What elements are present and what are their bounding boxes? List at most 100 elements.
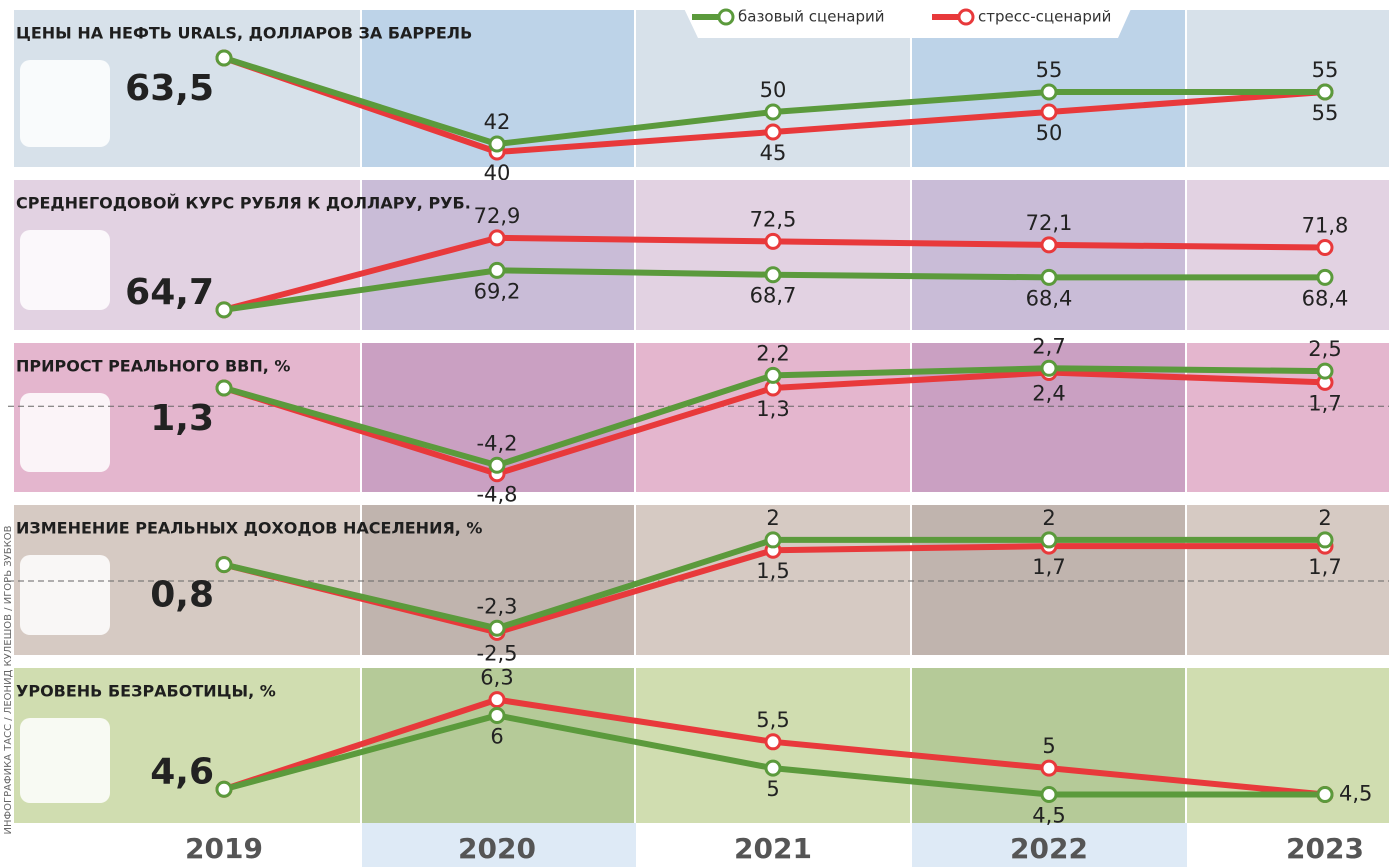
- point: [766, 105, 780, 119]
- value-label: -4,8: [477, 483, 518, 507]
- point: [490, 231, 504, 245]
- value-label: 69,2: [474, 279, 521, 303]
- point: [490, 621, 504, 635]
- panel-title: УРОВЕНЬ БЕЗРАБОТИЦЫ, %: [16, 682, 276, 701]
- value-label: 6: [490, 724, 503, 748]
- value-label: 50: [760, 78, 787, 102]
- point: [766, 533, 780, 547]
- start-label: 0,8: [150, 575, 214, 616]
- point: [766, 368, 780, 382]
- value-label: 1,3: [756, 397, 789, 421]
- point: [490, 708, 504, 722]
- x-tick-label: 2023: [1286, 832, 1364, 865]
- value-label: 68,7: [750, 284, 797, 308]
- value-label: 42: [484, 110, 511, 134]
- point: [766, 761, 780, 775]
- point: [1042, 533, 1056, 547]
- value-label: 71,8: [1302, 214, 1349, 238]
- icon: [20, 718, 110, 803]
- panel-cell: [1187, 180, 1389, 330]
- value-label: 2,4: [1032, 382, 1065, 406]
- point: [1042, 270, 1056, 284]
- x-tick-label: 2019: [185, 832, 263, 865]
- value-label: -2,3: [477, 594, 518, 618]
- value-label: 5: [766, 777, 779, 801]
- value-label: 1,5: [756, 559, 789, 583]
- value-label: 2,2: [756, 341, 789, 365]
- point: [1318, 533, 1332, 547]
- value-label: 1,7: [1308, 391, 1341, 415]
- value-label: 2: [1042, 506, 1055, 530]
- icon: [20, 393, 110, 472]
- panel-title: ПРИРОСТ РЕАЛЬНОГО ВВП, %: [16, 357, 290, 376]
- point: [1042, 85, 1056, 99]
- value-label: 6,3: [480, 666, 513, 690]
- infographic: ИНФОГРАФИКА ТАСС / ЛЕОНИД КУЛЕШОВ / ИГОР…: [0, 0, 1389, 867]
- value-label: 55: [1312, 101, 1339, 125]
- value-label: -4,2: [477, 431, 518, 455]
- panel-title: ИЗМЕНЕНИЕ РЕАЛЬНЫХ ДОХОДОВ НАСЕЛЕНИЯ, %: [16, 519, 482, 538]
- value-label: 5,5: [756, 708, 789, 732]
- panel-cell: [1187, 343, 1389, 492]
- value-label: 50: [1036, 121, 1063, 145]
- start-label: 1,3: [150, 398, 214, 439]
- x-tick-label: 2022: [1010, 832, 1088, 865]
- point: [217, 381, 231, 395]
- icon: [20, 555, 110, 635]
- point: [766, 125, 780, 139]
- value-label: -2,5: [477, 641, 518, 665]
- point: [766, 268, 780, 282]
- panel-cell: [1187, 505, 1389, 655]
- legend-label: базовый сценарий: [738, 8, 885, 26]
- value-label: 1,7: [1032, 555, 1065, 579]
- start-label: 64,7: [125, 272, 214, 313]
- point: [1318, 788, 1332, 802]
- panel-cell: [1187, 10, 1389, 167]
- point: [1318, 241, 1332, 255]
- point: [1318, 364, 1332, 378]
- point: [1042, 105, 1056, 119]
- value-label: 68,4: [1302, 286, 1349, 310]
- point: [1042, 238, 1056, 252]
- point: [217, 51, 231, 65]
- value-label: 2,5: [1308, 337, 1341, 361]
- panel-title: ЦЕНЫ НА НЕФТЬ URALS, ДОЛЛАРОВ ЗА БАРРЕЛЬ: [16, 24, 472, 43]
- legend-marker: [719, 10, 733, 24]
- value-label: 45: [760, 141, 787, 165]
- value-label: 5: [1042, 734, 1055, 758]
- start-label: 4,6: [150, 751, 214, 792]
- point: [217, 558, 231, 572]
- value-label: 4,5: [1032, 804, 1065, 828]
- point: [490, 263, 504, 277]
- point: [1042, 788, 1056, 802]
- point: [766, 234, 780, 248]
- point: [217, 782, 231, 796]
- start-label: 63,5: [125, 68, 214, 109]
- point: [1318, 270, 1332, 284]
- point: [1042, 361, 1056, 375]
- value-label: 4,5: [1339, 782, 1372, 806]
- value-label: 2: [766, 506, 779, 530]
- value-label: 1,7: [1308, 555, 1341, 579]
- icon: [20, 230, 110, 310]
- point: [490, 693, 504, 707]
- value-label: 72,5: [750, 207, 797, 231]
- value-label: 2,7: [1032, 334, 1065, 358]
- x-tick-label: 2021: [734, 832, 812, 865]
- legend-marker: [959, 10, 973, 24]
- icon: [20, 60, 110, 147]
- x-tick-label: 2020: [458, 832, 536, 865]
- value-label: 72,1: [1026, 211, 1073, 235]
- point: [217, 303, 231, 317]
- legend-label: стресс-сценарий: [978, 8, 1111, 26]
- value-label: 55: [1312, 58, 1339, 82]
- value-label: 72,9: [474, 204, 521, 228]
- panel-title: СРЕДНЕГОДОВОЙ КУРС РУБЛЯ К ДОЛЛАРУ, РУБ.: [16, 194, 471, 213]
- credit: ИНФОГРАФИКА ТАСС / ЛЕОНИД КУЛЕШОВ / ИГОР…: [3, 525, 14, 834]
- value-label: 2: [1318, 506, 1331, 530]
- point: [490, 137, 504, 151]
- point: [1318, 85, 1332, 99]
- point: [1042, 761, 1056, 775]
- value-label: 55: [1036, 58, 1063, 82]
- value-label: 68,4: [1026, 286, 1073, 310]
